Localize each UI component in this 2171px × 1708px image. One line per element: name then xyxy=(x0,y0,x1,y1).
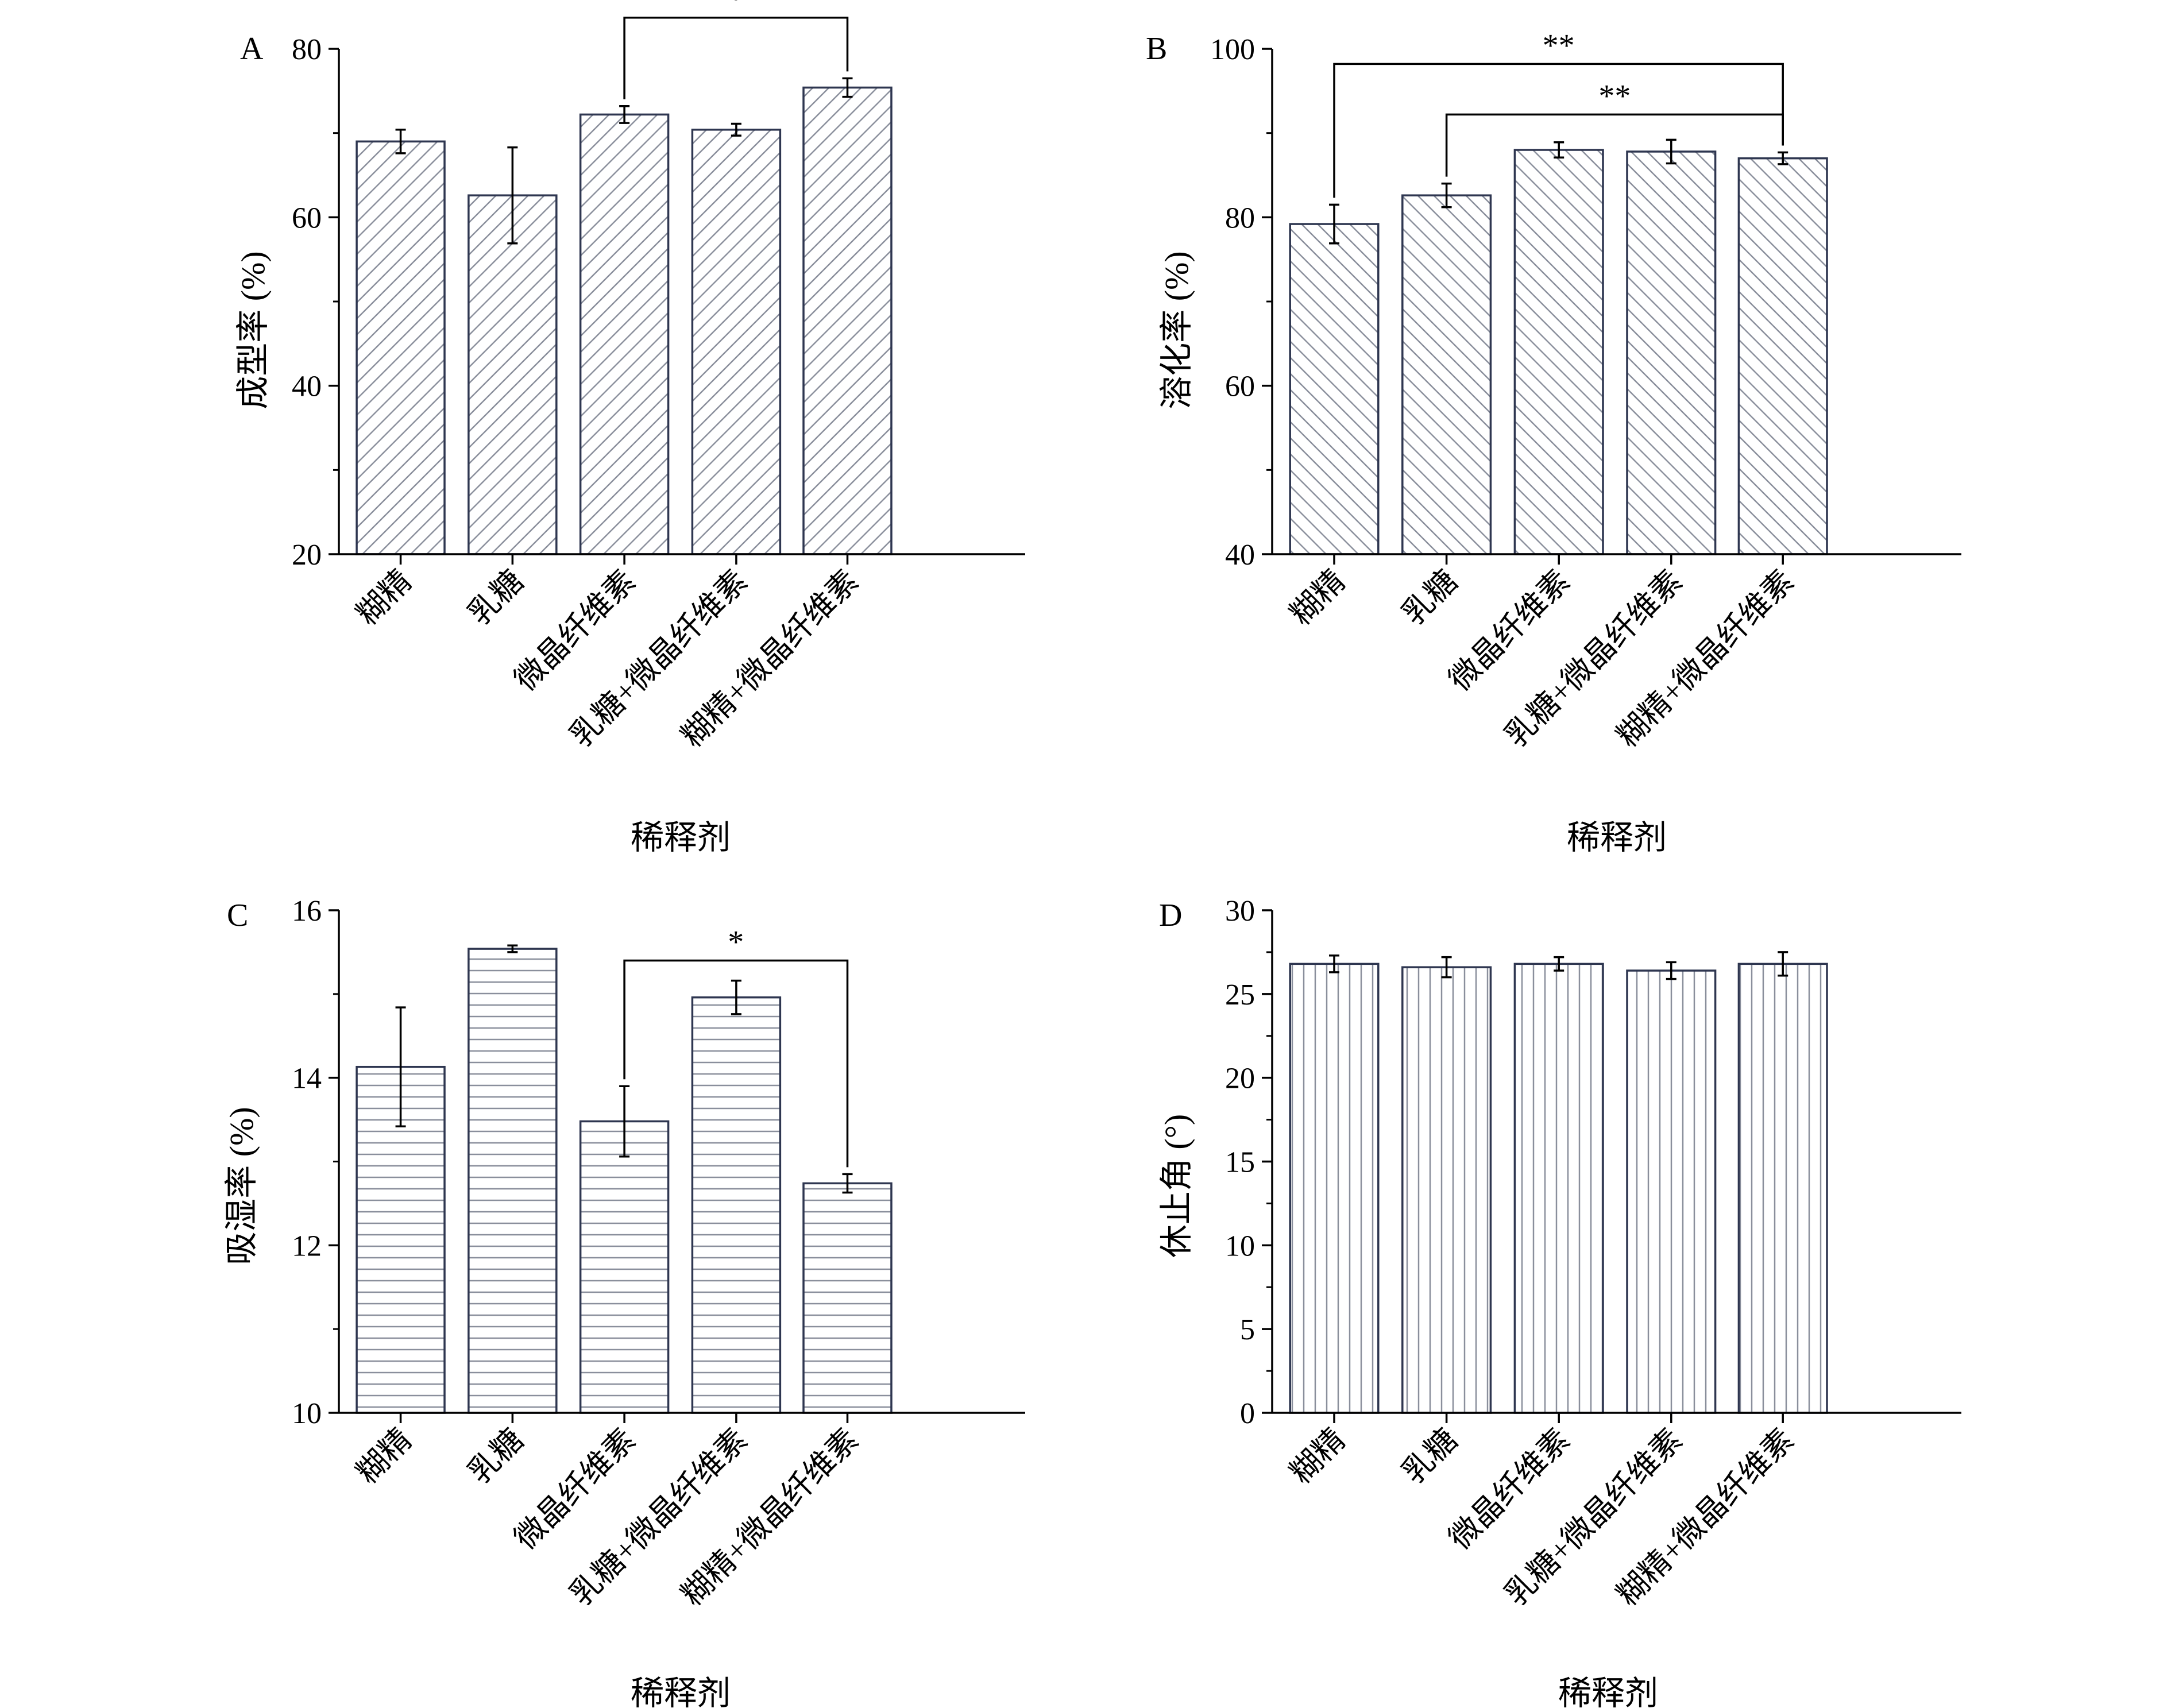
panel-b-error-bar-1 xyxy=(1329,203,1339,245)
panel-c-error-bar-2 xyxy=(507,944,518,953)
panel-a-x-axis-title: 稀释剂 xyxy=(631,819,731,856)
panel-b-error-bar-2 xyxy=(1441,182,1452,208)
panel-c-x-axis-title: 稀释剂 xyxy=(631,1675,731,1708)
panel-d-bar-4 xyxy=(1626,969,1717,1414)
panel-c-significance-1: * xyxy=(623,925,849,1168)
panel-c-y-tick-label-4: 16 xyxy=(292,895,322,928)
panel-b-significance-bracket-1 xyxy=(1333,63,1784,198)
panel-a-error-bar-4 xyxy=(731,122,741,137)
panel-d-y-tick-label-4: 15 xyxy=(1225,1146,1255,1179)
panel-d-y-tick-label-7: 30 xyxy=(1225,895,1255,928)
panel-d-error-bar-2 xyxy=(1441,956,1452,979)
panel-c-significance-bracket-1 xyxy=(623,959,849,1168)
panel-d-bar-5 xyxy=(1737,963,1828,1414)
panel-d-bar-3 xyxy=(1513,963,1604,1414)
panel-b-significance-label-2: ** xyxy=(1598,78,1631,114)
panel-d-x-axis-title: 稀释剂 xyxy=(1558,1675,1658,1708)
panel-a-bar-3 xyxy=(579,113,670,555)
panel-b-y-tick-label-3: 80 xyxy=(1225,202,1255,234)
panel-b-bar-3 xyxy=(1513,149,1604,555)
panel-c-error-bar-4 xyxy=(731,979,741,1015)
panel-a-error-bar-2 xyxy=(507,146,518,245)
panel-a-significance-bracket-1 xyxy=(623,16,849,99)
panel-d-bar-2 xyxy=(1401,966,1492,1414)
panel-c-significance-label-1: * xyxy=(728,925,744,960)
panel-d-letter: D xyxy=(1159,898,1182,933)
panel-d-error-bar-5 xyxy=(1778,951,1788,977)
panel-d-y-tick-label-5: 20 xyxy=(1225,1062,1255,1095)
panel-c-x-tick-label-1: 糊精 xyxy=(350,1422,418,1490)
panel-b-x-tick-label-2: 乳糖 xyxy=(1396,563,1464,632)
panel-c-letter: C xyxy=(227,898,248,933)
panel-a-x-tick-label-2: 乳糖 xyxy=(462,563,530,632)
panel-b-bar-5 xyxy=(1737,157,1828,555)
panel-a-x-tick-label-1: 糊精 xyxy=(350,563,418,632)
panel-b-x-axis-title: 稀释剂 xyxy=(1567,819,1667,856)
panel-d-y-tick-label-2: 5 xyxy=(1240,1313,1255,1346)
panel-b-y-tick-label-4: 100 xyxy=(1210,33,1255,66)
panel-a-bar-1 xyxy=(356,140,446,555)
panel-c-bar-3 xyxy=(579,1120,670,1414)
panel-d-y-tick-label-6: 25 xyxy=(1225,979,1255,1011)
panel-b-bar-2 xyxy=(1401,194,1492,555)
panel-b-error-bar-5 xyxy=(1778,151,1788,165)
panel-c-y-tick-label-3: 14 xyxy=(292,1062,322,1095)
panel-d-y-axis-title: 休止角 (°) xyxy=(1158,1114,1195,1258)
panel-d-bar-1 xyxy=(1289,963,1380,1414)
panel-c-error-bar-3 xyxy=(619,1085,630,1158)
panel-a-significance-label-1: * xyxy=(728,0,744,17)
panel-d-y-tick-label-3: 10 xyxy=(1225,1230,1255,1262)
panel-a-bar-2 xyxy=(468,194,558,555)
panel-c-x-tick-label-2: 乳糖 xyxy=(462,1422,530,1490)
panel-a-significance-1: * xyxy=(623,0,849,99)
panel-b-error-bar-4 xyxy=(1666,138,1676,165)
panel-a-error-bar-3 xyxy=(619,105,630,124)
panel-a-letter: A xyxy=(240,31,264,67)
panel-a-y-tick-label-4: 80 xyxy=(292,33,322,66)
panel-c-bar-4 xyxy=(691,996,782,1414)
panel-b-y-tick-label-2: 60 xyxy=(1225,370,1255,403)
panel-c-y-axis-title: 吸湿率 (%) xyxy=(223,1107,260,1265)
panel-c-y-tick-label-1: 10 xyxy=(292,1397,322,1430)
panel-d-x-tick-label-2: 乳糖 xyxy=(1396,1422,1464,1490)
panel-a-error-bar-1 xyxy=(395,129,406,154)
panel-b-significance-label-1: ** xyxy=(1543,28,1575,63)
panel-c-y-tick-label-2: 12 xyxy=(292,1230,322,1262)
panel-b-significance-1: ** xyxy=(1333,28,1784,198)
panel-a-y-tick-label-2: 40 xyxy=(292,370,322,403)
panel-d-error-bar-4 xyxy=(1666,961,1676,980)
panel-b-error-bar-3 xyxy=(1554,141,1564,159)
panel-c-bar-5 xyxy=(802,1182,893,1414)
panel-b-y-tick-label-1: 40 xyxy=(1225,539,1255,571)
panel-c-bar-2 xyxy=(468,948,558,1414)
panel-d-y-tick-label-1: 0 xyxy=(1240,1397,1255,1430)
panel-d-x-tick-label-1: 糊精 xyxy=(1284,1422,1352,1490)
panel-a-y-axis-title: 成型率 (%) xyxy=(234,251,272,409)
panel-b-letter: B xyxy=(1146,31,1167,67)
panel-a-bar-5 xyxy=(802,86,893,555)
panel-b-significance-bracket-2 xyxy=(1445,113,1784,177)
panel-a-y-tick-label-3: 60 xyxy=(292,202,322,234)
panel-a-error-bar-5 xyxy=(842,77,853,98)
panel-b-y-axis-title: 溶化率 (%) xyxy=(1158,251,1195,409)
panel-c-error-bar-1 xyxy=(395,1006,406,1127)
panel-b-bar-4 xyxy=(1626,150,1717,555)
panel-d-error-bar-3 xyxy=(1554,956,1564,972)
panel-a-bar-4 xyxy=(691,129,782,555)
panel-a-y-tick-label-1: 20 xyxy=(292,539,322,571)
panel-c-error-bar-5 xyxy=(842,1173,853,1194)
panel-b-x-tick-label-1: 糊精 xyxy=(1284,563,1352,632)
panel-b-bar-1 xyxy=(1289,223,1380,555)
panel-d-error-bar-1 xyxy=(1329,955,1339,973)
panel-b-significance-2: ** xyxy=(1445,78,1784,177)
